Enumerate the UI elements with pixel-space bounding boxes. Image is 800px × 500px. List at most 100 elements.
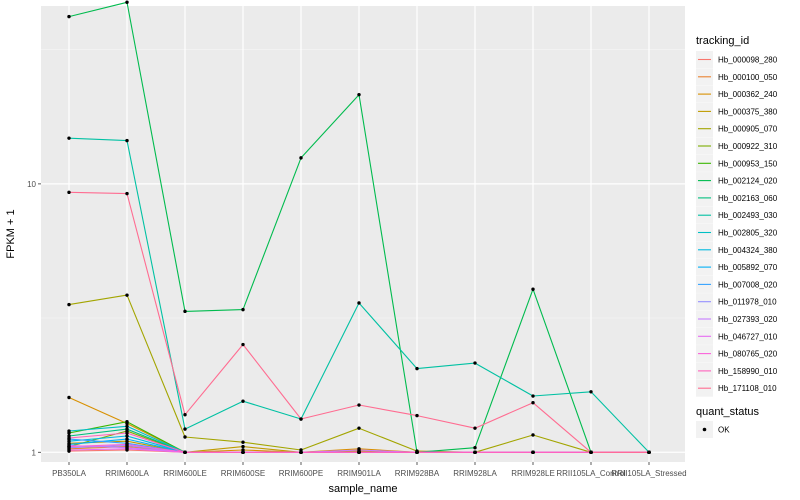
data-point-Hb_046727_010-1 (125, 447, 129, 451)
legend-label: Hb_000100_050 (718, 73, 778, 82)
data-point-Hb_000905_070-1 (125, 293, 129, 297)
data-point-Hb_002124_020-8 (531, 287, 535, 291)
legend-label: Hb_027393_020 (718, 315, 778, 324)
data-point-Hb_158990_010-0 (67, 436, 71, 440)
data-point-Hb_002805_320-0 (67, 429, 71, 433)
legend-label: Hb_000098_280 (718, 56, 778, 65)
data-point-Hb_002493_030-9 (589, 390, 593, 394)
legend-label: Hb_011978_010 (718, 298, 777, 307)
data-point-Hb_171108_010-6 (415, 413, 419, 418)
series-points (67, 0, 651, 454)
x-axis-title: sample_name (328, 483, 397, 495)
data-point-Hb_002493_030-2 (183, 427, 187, 431)
legend-label: Hb_007008_020 (718, 280, 778, 289)
y-axis: 1 10 (27, 180, 41, 457)
x-tick-label: RRIM600LE (163, 469, 207, 478)
legend-color-title: tracking_id (696, 35, 749, 47)
data-point-Hb_002493_030-3 (241, 399, 245, 403)
x-tick-label: RRIM928LA (453, 469, 497, 478)
legend-label: Hb_002805_320 (718, 229, 778, 238)
data-point-Hb_000905_070-5 (357, 426, 361, 430)
data-point-Hb_171108_010-4 (299, 417, 303, 421)
data-point-Hb_171108_010-1 (125, 191, 129, 196)
legend-label: Hb_002493_030 (718, 211, 778, 220)
grid-major (41, 6, 685, 462)
data-point-Hb_158990_010-4 (299, 450, 303, 454)
data-point-Hb_000953_150-1 (125, 419, 129, 424)
data-point-Hb_002493_030-7 (473, 361, 477, 365)
legend-label: Hb_000905_070 (718, 125, 778, 134)
legend-color-entries: Hb_000098_280 Hb_000100_050 Hb_000362_240 H… (696, 51, 778, 397)
legend-label: Hb_000362_240 (718, 90, 778, 99)
data-point-Hb_158990_010-8 (531, 450, 535, 454)
data-point-Hb_158990_010-1 (125, 431, 129, 435)
data-point-Hb_080765_020-0 (67, 444, 71, 449)
legend-label: Hb_000375_380 (718, 107, 778, 116)
data-point-Hb_000905_070-2 (183, 435, 187, 439)
data-point-Hb_002124_020-2 (183, 309, 187, 314)
legend-label: Hb_158990_010 (718, 367, 778, 376)
data-point-Hb_004324_380-1 (125, 434, 129, 438)
x-tick-label: RRIM928LE (511, 469, 555, 478)
data-point-Hb_002124_020-4 (299, 156, 303, 160)
y-axis-title: FPKM + 1 (5, 209, 17, 258)
legend-label: Hb_000922_310 (718, 142, 778, 151)
x-tick-label: RRIM928BA (395, 469, 440, 478)
data-point-Hb_171108_010-8 (531, 401, 535, 405)
data-point-Hb_046727_010-0 (67, 448, 71, 452)
data-point-Hb_000905_070-8 (531, 433, 535, 437)
data-point-Hb_171108_010-5 (357, 403, 361, 407)
data-point-Hb_005892_070-1 (125, 437, 129, 441)
data-point-Hb_171108_010-2 (183, 413, 187, 417)
data-point-Hb_002124_020-1 (125, 0, 129, 4)
grid-minor (41, 49, 685, 319)
data-point-Hb_080765_020-1 (125, 442, 129, 447)
x-tick-label: RRII105LA_Stressed (611, 469, 686, 478)
data-point-Hb_002493_030-0 (67, 136, 71, 140)
legend-label: Hb_046727_010 (718, 332, 778, 341)
legend-label: Hb_002124_020 (718, 177, 778, 186)
data-point-Hb_002124_020-5 (357, 92, 361, 97)
data-point-Hb_171108_010-0 (67, 190, 71, 195)
data-point-Hb_002163_060-1 (125, 427, 129, 431)
legend-label: Hb_005892_070 (718, 263, 778, 272)
data-point-Hb_158990_010-3 (241, 450, 245, 454)
legend-label: Hb_171108_010 (718, 384, 777, 393)
x-tick-label: RRII105LA_Control (556, 469, 626, 478)
legend-shape-entries: OK (696, 421, 730, 438)
x-tick-label: RRIM600PE (279, 469, 323, 478)
data-point-Hb_171108_010-3 (241, 342, 245, 347)
legend-label: Hb_000953_150 (718, 159, 778, 168)
legend-shape-point (702, 427, 707, 432)
y-tick-label: 10 (27, 180, 36, 189)
legend-label: Hb_004324_380 (718, 246, 778, 255)
data-point-Hb_158990_010-5 (357, 450, 361, 454)
x-axis: PB350LA RRIM600LA RRIM600LE RRIM600SE RRIM60… (52, 462, 687, 478)
data-point-Hb_158990_010-2 (183, 450, 187, 454)
data-point-Hb_002493_030-6 (415, 366, 419, 371)
data-point-Hb_002124_020-7 (473, 446, 477, 450)
data-point-Hb_000905_070-3 (241, 440, 245, 444)
plot-panel (41, 6, 685, 462)
data-point-Hb_002493_030-5 (357, 301, 361, 305)
data-point-Hb_002124_020-3 (241, 307, 245, 312)
legend: tracking_id Hb_000098_280Hb_000100_050Hb… (696, 35, 778, 438)
data-point-Hb_171108_010-7 (473, 426, 477, 430)
x-tick-label: RRIM600SE (221, 469, 265, 478)
data-point-Hb_171108_010-10 (647, 450, 651, 454)
data-point-Hb_002805_320-1 (125, 424, 129, 428)
data-point-Hb_002124_020-0 (67, 14, 71, 19)
legend-shape-label: OK (718, 426, 730, 435)
data-point-Hb_158990_010-7 (473, 450, 477, 454)
y-tick-label: 1 (32, 448, 37, 457)
x-tick-label: RRIM600LA (105, 469, 149, 478)
data-point-Hb_171108_010-9 (589, 450, 593, 454)
x-tick-label: RRIM901LA (337, 469, 381, 478)
data-point-Hb_002493_030-1 (125, 138, 129, 143)
data-point-Hb_158990_010-6 (415, 450, 419, 454)
data-point-Hb_002493_030-8 (531, 394, 535, 398)
x-tick-label: PB350LA (52, 469, 86, 478)
data-point-Hb_000375_380-3 (241, 444, 245, 449)
legend-label: Hb_002163_060 (718, 194, 778, 203)
